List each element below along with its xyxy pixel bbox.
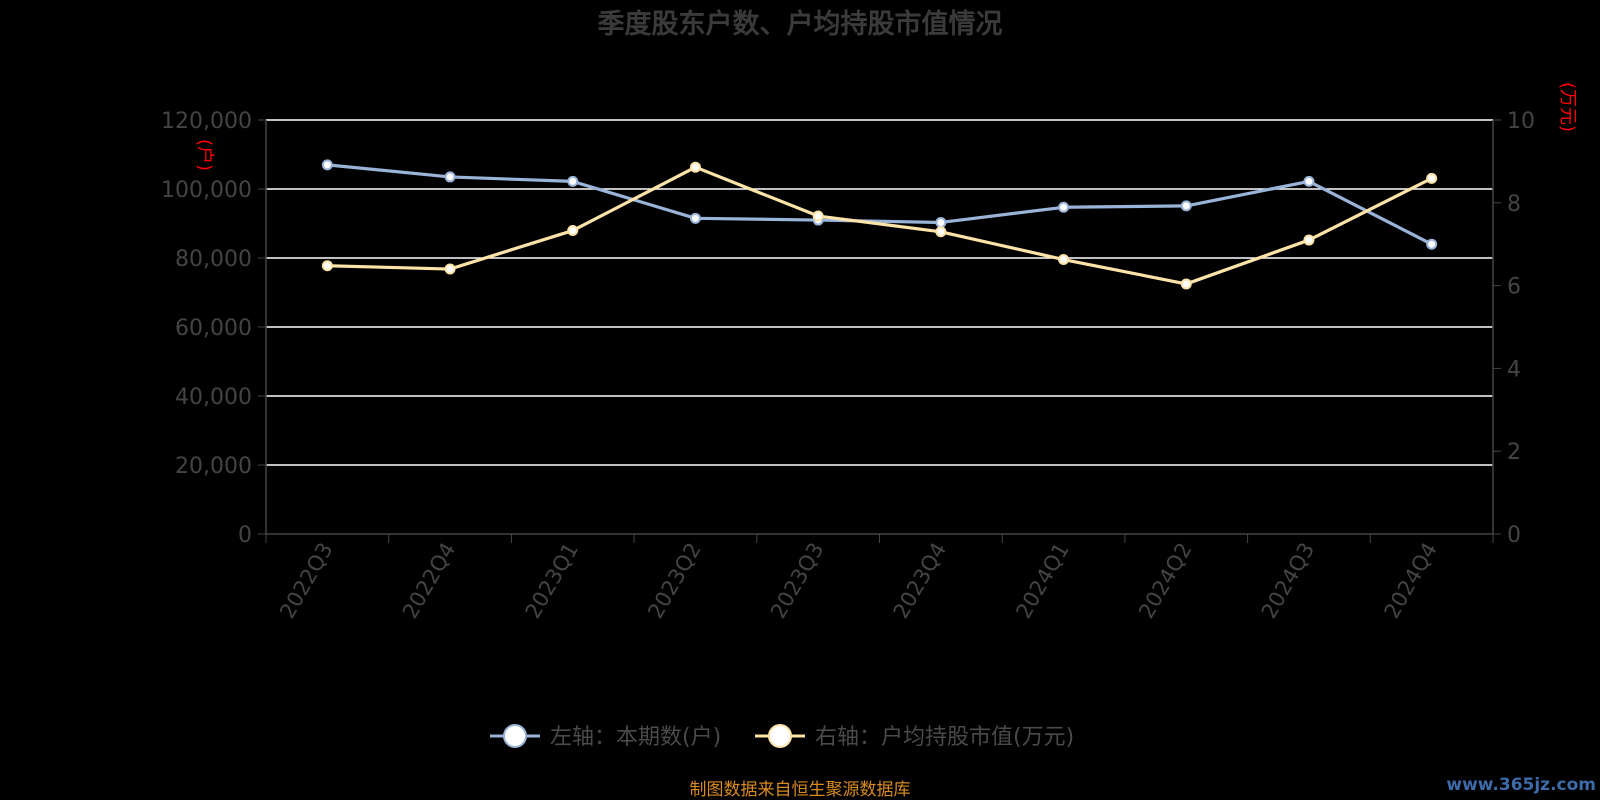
legend-label-right: 右轴：户均持股市值(万元) bbox=[815, 725, 1074, 750]
left-tick-label: 40,000 bbox=[175, 385, 252, 410]
right-tick-label: 2 bbox=[1507, 440, 1521, 465]
data-point-right[interactable] bbox=[321, 260, 333, 272]
right-tick-label: 10 bbox=[1507, 109, 1535, 134]
watermark: www.365jz.com bbox=[1446, 775, 1596, 795]
left-tick-label: 100,000 bbox=[161, 178, 252, 203]
data-source-note: 制图数据来自恒生聚源数据库 bbox=[690, 780, 911, 800]
series-right-line bbox=[327, 165, 1433, 286]
data-point-right[interactable] bbox=[1426, 172, 1438, 184]
data-point-right[interactable] bbox=[1303, 234, 1315, 246]
x-tick-label: 2023Q2 bbox=[643, 539, 705, 623]
data-point-right[interactable] bbox=[689, 161, 701, 173]
data-point-right[interactable] bbox=[1180, 278, 1192, 290]
data-point-left[interactable] bbox=[1180, 200, 1192, 212]
data-point-left[interactable] bbox=[1426, 238, 1438, 250]
x-tick-label: 2023Q1 bbox=[521, 539, 583, 623]
data-point-right[interactable] bbox=[812, 210, 824, 222]
legend-item-left[interactable]: 左轴：本期数(户) bbox=[490, 724, 721, 750]
data-point-right[interactable] bbox=[1058, 254, 1070, 266]
data-point-left[interactable] bbox=[1303, 175, 1315, 187]
x-tick-label: 2024Q2 bbox=[1134, 539, 1196, 623]
right-axis-ticks: 0 2 4 6 8 10 bbox=[1493, 109, 1535, 548]
legend[interactable]: 左轴：本期数(户) 右轴：户均持股市值(万元) bbox=[490, 724, 1074, 750]
x-tick-label: 2024Q3 bbox=[1257, 539, 1319, 623]
data-point-right[interactable] bbox=[567, 225, 579, 237]
chart-title: 季度股东户数、户均持股市值情况 bbox=[598, 8, 1003, 40]
x-tick-label: 2023Q3 bbox=[766, 539, 828, 623]
series-left-line bbox=[327, 163, 1433, 246]
data-point-left[interactable] bbox=[567, 175, 579, 187]
x-tick-label: 2024Q1 bbox=[1011, 539, 1073, 623]
left-axis-ticks: 0 20,000 40,000 60,000 80,000 100,000 120,000 bbox=[161, 109, 266, 548]
legend-label-left: 左轴：本期数(户) bbox=[550, 725, 721, 750]
legend-item-right[interactable]: 右轴：户均持股市值(万元) bbox=[755, 724, 1074, 750]
data-point-left[interactable] bbox=[689, 212, 701, 224]
legend-marker-right bbox=[768, 724, 792, 748]
left-tick-label: 80,000 bbox=[175, 247, 252, 272]
left-tick-label: 0 bbox=[238, 523, 252, 548]
series-left bbox=[321, 159, 1438, 250]
left-axis-unit: (户) bbox=[194, 139, 215, 171]
right-tick-label: 6 bbox=[1507, 275, 1521, 300]
legend-marker-left bbox=[503, 724, 527, 748]
data-point-right[interactable] bbox=[444, 263, 456, 275]
left-tick-label: 20,000 bbox=[175, 454, 252, 479]
x-tick-label: 2024Q4 bbox=[1380, 539, 1442, 623]
gridlines bbox=[266, 119, 1493, 466]
data-point-right[interactable] bbox=[935, 226, 947, 238]
left-tick-label: 60,000 bbox=[175, 316, 252, 341]
x-axis-ticks: 2022Q3 2022Q4 2023Q1 2023Q2 2023Q3 2023Q4 2024… bbox=[265, 534, 1494, 623]
x-tick-label: 2022Q3 bbox=[275, 539, 337, 623]
data-point-left[interactable] bbox=[1058, 201, 1070, 213]
right-tick-label: 8 bbox=[1507, 192, 1521, 217]
right-tick-label: 0 bbox=[1507, 523, 1521, 548]
right-axis-unit: (万元) bbox=[1557, 82, 1578, 132]
data-point-left[interactable] bbox=[935, 216, 947, 228]
series-right bbox=[321, 161, 1438, 290]
x-tick-label: 2022Q4 bbox=[398, 539, 460, 623]
data-point-left[interactable] bbox=[321, 159, 333, 171]
x-tick-label: 2023Q4 bbox=[889, 539, 951, 623]
data-point-left[interactable] bbox=[444, 171, 456, 183]
left-tick-label: 120,000 bbox=[161, 109, 252, 134]
right-tick-label: 4 bbox=[1507, 357, 1521, 382]
